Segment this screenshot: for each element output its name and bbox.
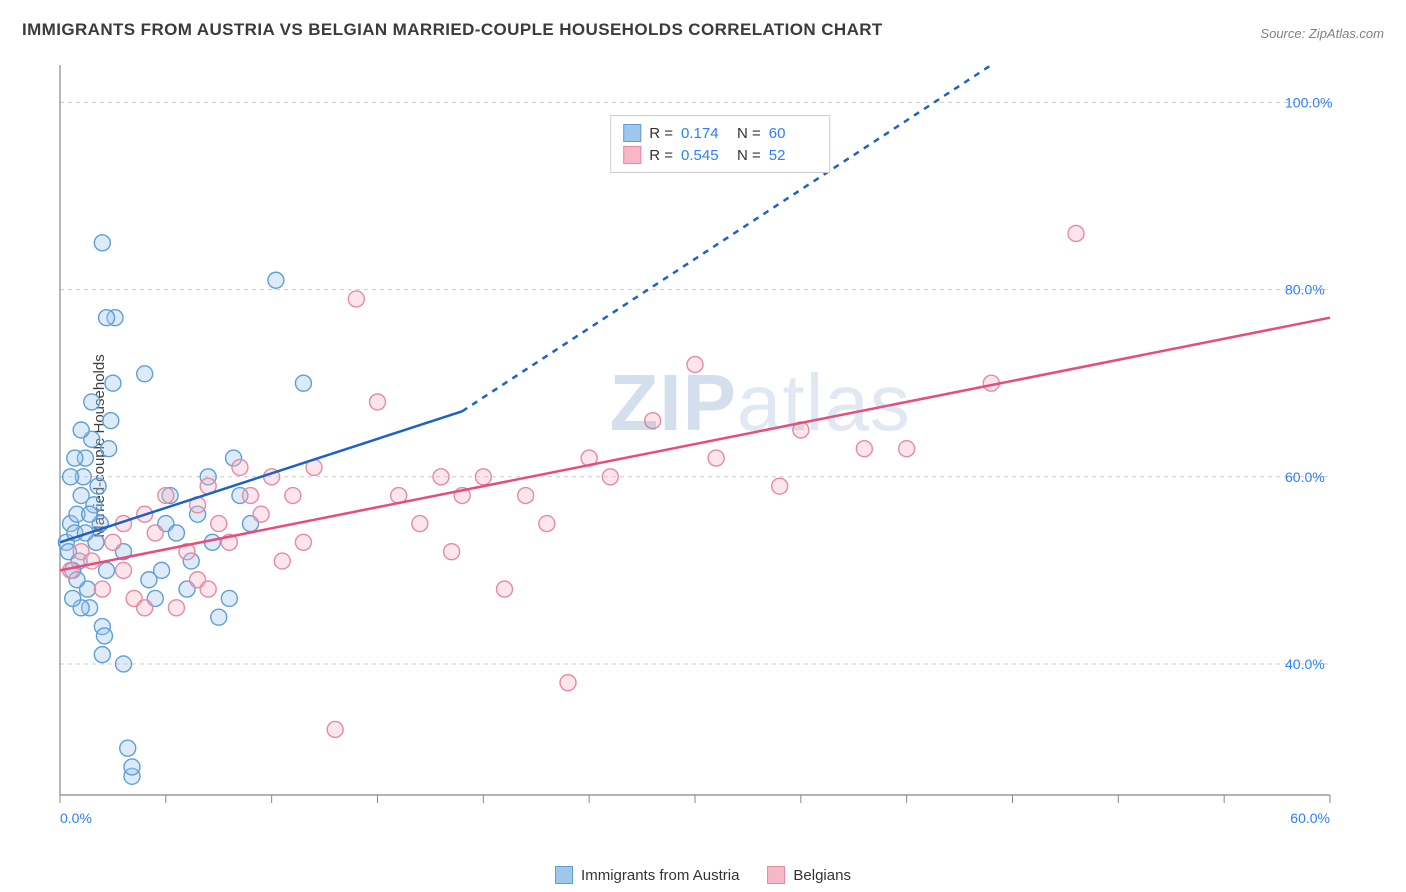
source-label: Source: bbox=[1260, 26, 1305, 41]
n-label: N = bbox=[737, 147, 761, 164]
legend-item: Belgians bbox=[767, 866, 851, 884]
n-value: 60 bbox=[769, 125, 817, 142]
chart-title: IMMIGRANTS FROM AUSTRIA VS BELGIAN MARRI… bbox=[22, 20, 883, 40]
n-label: N = bbox=[737, 125, 761, 142]
stats-legend-row: R = 0.174 N = 60 bbox=[623, 122, 817, 144]
stats-legend-row: R = 0.545 N = 52 bbox=[623, 144, 817, 166]
r-value: 0.174 bbox=[681, 125, 729, 142]
legend-swatch bbox=[623, 146, 641, 164]
stats-legend: R = 0.174 N = 60 R = 0.545 N = 52 bbox=[610, 115, 830, 173]
plot-svg: 40.0% 60.0% 80.0% 100.0% 0.0% 60.0% bbox=[50, 55, 1390, 845]
legend-swatch bbox=[623, 124, 641, 142]
series-legend: Immigrants from Austria Belgians bbox=[555, 866, 851, 884]
legend-label: Immigrants from Austria bbox=[581, 867, 739, 884]
svg-text:0.0%: 0.0% bbox=[60, 810, 92, 826]
svg-text:80.0%: 80.0% bbox=[1285, 282, 1325, 298]
r-label: R = bbox=[649, 125, 673, 142]
source-attribution: Source: ZipAtlas.com bbox=[1260, 26, 1384, 41]
r-label: R = bbox=[649, 147, 673, 164]
legend-swatch bbox=[555, 866, 573, 884]
scatter-chart: 40.0%60.0%80.0%100.0%0.0%60.0% ZIPatlas … bbox=[50, 55, 1390, 845]
legend-label: Belgians bbox=[793, 867, 851, 884]
source-value: ZipAtlas.com bbox=[1309, 26, 1384, 41]
svg-text:40.0%: 40.0% bbox=[1285, 656, 1325, 672]
n-value: 52 bbox=[769, 147, 817, 164]
legend-item: Immigrants from Austria bbox=[555, 866, 739, 884]
r-value: 0.545 bbox=[681, 147, 729, 164]
legend-swatch bbox=[767, 866, 785, 884]
svg-text:100.0%: 100.0% bbox=[1285, 94, 1332, 110]
svg-text:60.0%: 60.0% bbox=[1285, 469, 1325, 485]
svg-text:60.0%: 60.0% bbox=[1290, 810, 1330, 826]
